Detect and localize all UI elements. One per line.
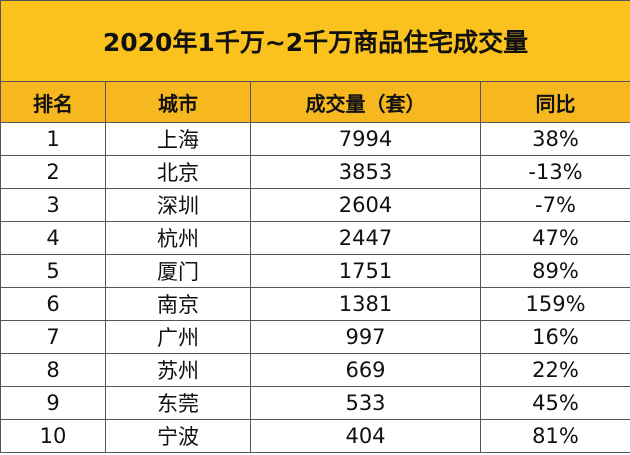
table-cell: 533 [250, 386, 481, 420]
table-row: 9 东莞 533 45% [0, 386, 630, 420]
table-cell: 1 [0, 122, 106, 156]
table-cell: 2604 [250, 188, 481, 222]
table-row: 6 南京 1381 159% [0, 287, 630, 321]
table-cell: 47% [479, 221, 630, 255]
table-cell: 宁波 [105, 419, 251, 453]
table-cell: 16% [479, 320, 630, 354]
table-cell: 89% [479, 254, 630, 288]
table-row: 2 北京 3853 -13% [0, 155, 630, 189]
table-cell: 669 [250, 353, 481, 387]
table-cell: 东莞 [105, 386, 251, 420]
table-row: 10 宁波 404 81% [0, 419, 630, 453]
table-head: 2020年1千万~2千万商品住宅成交量 排名 城市 成交量（套） 同比 [0, 0, 630, 123]
table-row: 1 上海 7994 38% [0, 122, 630, 156]
table-title: 2020年1千万~2千万商品住宅成交量 [0, 0, 630, 82]
title-row: 2020年1千万~2千万商品住宅成交量 [0, 0, 630, 82]
table-cell: 81% [479, 419, 630, 453]
header-cell: 排名 [0, 81, 106, 123]
table-cell: 2447 [250, 221, 481, 255]
table-cell: 北京 [105, 155, 251, 189]
table-cell: 45% [479, 386, 630, 420]
table-cell: 997 [250, 320, 481, 354]
table-cell: 9 [0, 386, 106, 420]
table-cell: 404 [250, 419, 481, 453]
table-cell: 杭州 [105, 221, 251, 255]
table-cell: 厦门 [105, 254, 251, 288]
table-row: 7 广州 997 16% [0, 320, 630, 354]
table-cell: 广州 [105, 320, 251, 354]
table-cell: 1381 [250, 287, 481, 321]
table-cell: 7 [0, 320, 106, 354]
table-cell: 6 [0, 287, 106, 321]
table-cell: 38% [479, 122, 630, 156]
table-cell: 上海 [105, 122, 251, 156]
table-row: 3 深圳 2604 -7% [0, 188, 630, 222]
table-cell: -7% [479, 188, 630, 222]
table-cell: 10 [0, 419, 106, 453]
table-body: 1 上海 7994 38% 2 北京 3853 -13% 3 深圳 2604 -7% 4 杭州 2447 47… [0, 122, 630, 453]
table-cell: 4 [0, 221, 106, 255]
header-cell: 成交量（套） [250, 81, 481, 123]
table-cell: 5 [0, 254, 106, 288]
table-cell: 南京 [105, 287, 251, 321]
table-cell: 8 [0, 353, 106, 387]
table-cell: 1751 [250, 254, 481, 288]
table-cell: 22% [479, 353, 630, 387]
table-cell: -13% [479, 155, 630, 189]
header-cell: 同比 [479, 81, 630, 123]
table-row: 4 杭州 2447 47% [0, 221, 630, 255]
table-cell: 3853 [250, 155, 481, 189]
header-cell: 城市 [105, 81, 251, 123]
table-cell: 159% [479, 287, 630, 321]
table-row: 5 厦门 1751 89% [0, 254, 630, 288]
table-cell: 2 [0, 155, 106, 189]
table-cell: 7994 [250, 122, 481, 156]
table-row: 8 苏州 669 22% [0, 353, 630, 387]
table-cell: 苏州 [105, 353, 251, 387]
table-cell: 3 [0, 188, 106, 222]
header-row: 排名 城市 成交量（套） 同比 [0, 81, 630, 123]
table-cell: 深圳 [105, 188, 251, 222]
